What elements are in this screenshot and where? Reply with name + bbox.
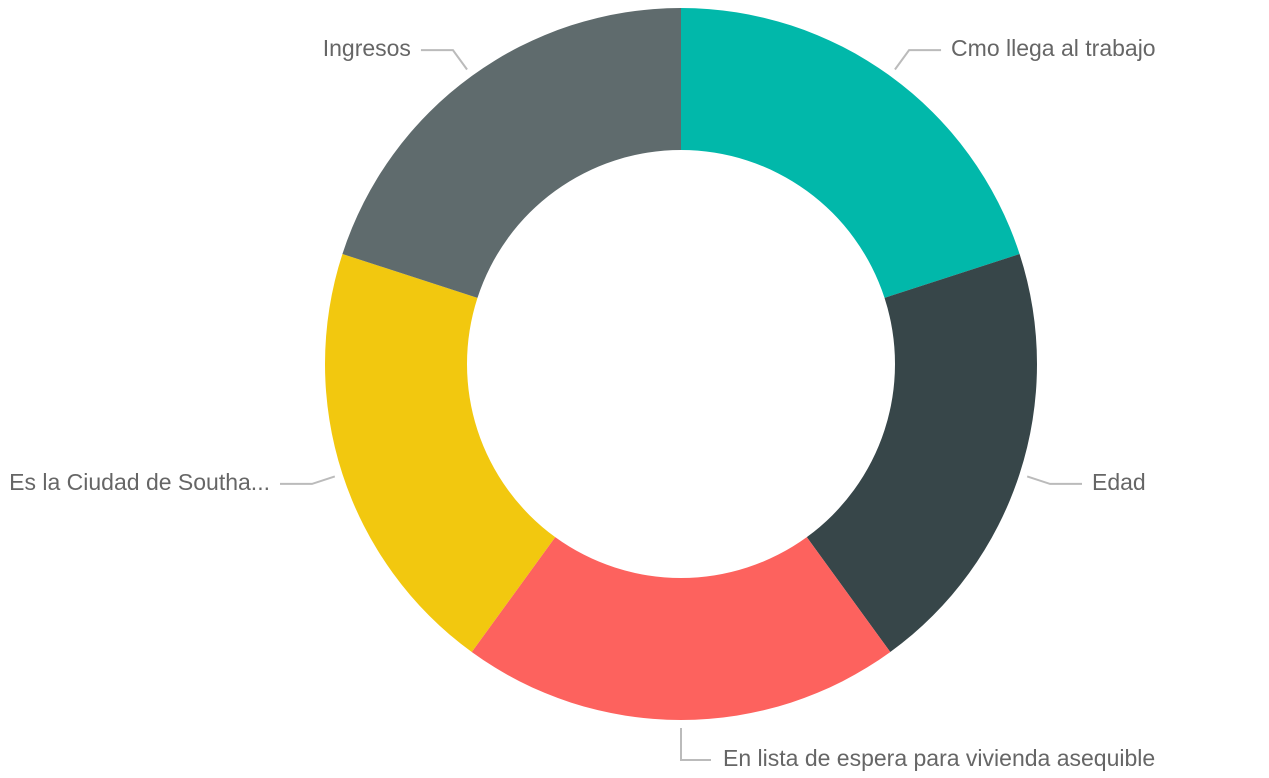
leader-line xyxy=(1026,475,1083,485)
leader-line xyxy=(894,49,942,71)
donut-segment xyxy=(342,8,681,298)
donut-segment xyxy=(324,253,556,653)
data-label: Es la Ciudad de Southa... xyxy=(9,469,270,495)
leader-line xyxy=(279,475,336,485)
data-label: Cmo llega al trabajo xyxy=(951,35,1156,61)
data-label: Ingresos xyxy=(323,35,411,61)
data-label: Edad xyxy=(1092,469,1146,495)
data-label: En lista de espera para vivienda asequib… xyxy=(723,745,1155,771)
donut-segment xyxy=(681,8,1020,298)
leader-line xyxy=(680,728,711,761)
leader-line xyxy=(420,49,468,71)
donut-segment xyxy=(471,537,891,720)
donut-segment xyxy=(806,253,1037,653)
